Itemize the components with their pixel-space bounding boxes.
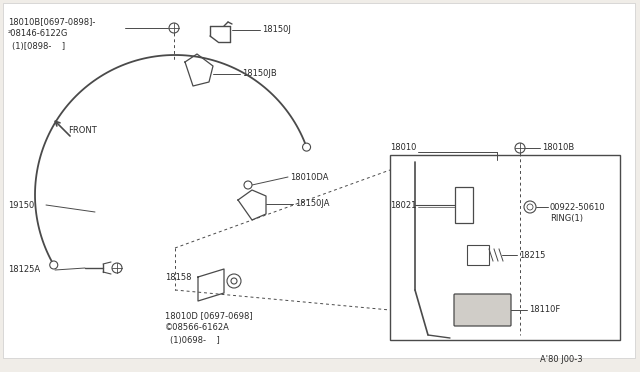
Text: 00922-50610: 00922-50610 <box>550 202 605 212</box>
Text: 18010DA: 18010DA <box>290 173 328 182</box>
Text: 18215: 18215 <box>519 250 545 260</box>
Text: ²08146-6122G: ²08146-6122G <box>8 29 68 38</box>
Text: ©08566-6162A: ©08566-6162A <box>165 324 230 333</box>
Text: 18021: 18021 <box>390 201 417 209</box>
FancyBboxPatch shape <box>454 294 511 326</box>
Text: (1)0698-    ]: (1)0698- ] <box>170 336 220 344</box>
Circle shape <box>50 261 58 269</box>
Text: 19150: 19150 <box>8 201 35 209</box>
Bar <box>455 187 473 223</box>
Text: 18150JA: 18150JA <box>295 199 330 208</box>
Text: 18110F: 18110F <box>529 305 560 314</box>
Bar <box>390 155 620 340</box>
Circle shape <box>524 201 536 213</box>
Text: A'80 J00-3: A'80 J00-3 <box>540 356 582 365</box>
Text: 18010B[0697-0898]-: 18010B[0697-0898]- <box>8 17 95 26</box>
Text: 18150JB: 18150JB <box>242 70 276 78</box>
Circle shape <box>515 143 525 153</box>
Text: 18010B: 18010B <box>542 144 574 153</box>
Circle shape <box>527 204 533 210</box>
Text: FRONT: FRONT <box>68 126 97 135</box>
Text: 18158: 18158 <box>166 273 192 282</box>
Bar <box>467 245 489 265</box>
Circle shape <box>244 181 252 189</box>
Text: 18010: 18010 <box>390 144 417 153</box>
Text: RING(1): RING(1) <box>550 215 583 224</box>
Text: 18150J: 18150J <box>262 26 291 35</box>
Text: (1)[0898-    ]: (1)[0898- ] <box>12 42 65 51</box>
Text: 18010D [0697-0698]: 18010D [0697-0698] <box>165 311 253 321</box>
Circle shape <box>303 143 310 151</box>
Text: 18125A: 18125A <box>8 266 40 275</box>
Circle shape <box>227 274 241 288</box>
Circle shape <box>112 263 122 273</box>
Circle shape <box>231 278 237 284</box>
Circle shape <box>169 23 179 33</box>
